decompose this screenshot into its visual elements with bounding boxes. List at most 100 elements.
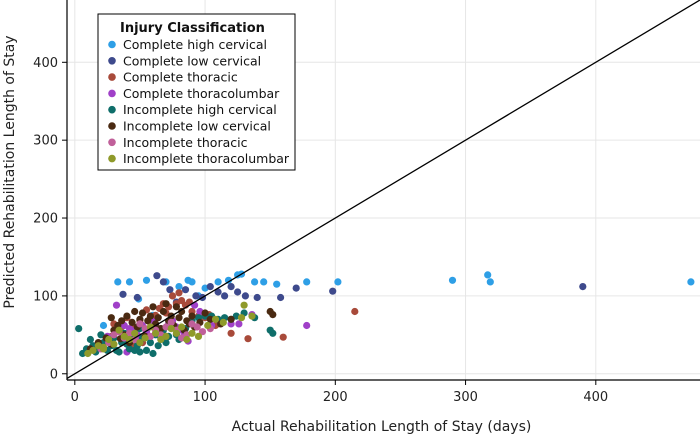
point-s7-27 — [248, 312, 256, 320]
point-s4-31 — [162, 339, 170, 347]
point-s0-3 — [142, 276, 151, 284]
point-s7-24 — [219, 318, 227, 326]
point-s3-1 — [112, 301, 121, 309]
point-s7-20 — [188, 329, 196, 337]
point-s5-8 — [123, 312, 131, 320]
point-s7-8 — [125, 335, 134, 344]
y-tick-label-100: 100 — [33, 289, 58, 304]
point-s5-39 — [227, 315, 235, 323]
point-s0-8 — [188, 278, 196, 286]
legend-marker-6 — [108, 138, 116, 147]
legend-marker-0 — [108, 40, 116, 49]
point-s1-15 — [277, 293, 285, 302]
legend-marker-1 — [108, 57, 116, 65]
point-s0-1 — [125, 278, 134, 286]
reference-line-y-equals-x — [66, 0, 700, 380]
point-s5-19 — [152, 320, 160, 328]
point-s1-4 — [166, 286, 174, 294]
point-s4-24 — [142, 346, 151, 354]
point-s4-14 — [115, 348, 123, 356]
point-s1-10 — [221, 292, 229, 300]
point-s0-16 — [260, 278, 268, 286]
point-s3-25 — [235, 320, 243, 328]
point-s0-24 — [99, 321, 108, 330]
point-s5-3 — [107, 314, 115, 322]
point-s2-28 — [244, 335, 252, 343]
point-s7-9 — [131, 329, 139, 337]
point-s1-11 — [227, 283, 235, 291]
point-s0-19 — [334, 278, 342, 286]
point-s7-18 — [178, 323, 186, 331]
point-s7-16 — [167, 325, 175, 333]
point-s6-18 — [193, 323, 201, 331]
point-s1-14 — [253, 293, 261, 302]
y-axis-ticks: 0 100 200 300 400 — [33, 56, 67, 382]
point-s7-7 — [120, 332, 128, 340]
x-tick-label-200: 200 — [323, 390, 348, 405]
point-s2-27 — [227, 329, 235, 337]
point-s0-20 — [448, 276, 457, 284]
y-tick-label-300: 300 — [33, 134, 58, 149]
point-s7-13 — [152, 329, 160, 337]
point-s1-0 — [119, 290, 127, 298]
legend-label-6: Incomplete thoracic — [123, 135, 248, 150]
point-s7-26 — [240, 301, 248, 309]
x-tick-label-0: 0 — [71, 390, 79, 405]
legend-label-3: Complete thoracolumbar — [123, 86, 280, 101]
point-s5-33 — [188, 312, 196, 320]
point-s6-19 — [198, 328, 207, 336]
point-s1-1 — [133, 293, 141, 302]
point-s4-8 — [97, 331, 105, 339]
point-s7-22 — [204, 321, 212, 330]
x-tick-label-400: 400 — [583, 390, 608, 405]
legend-marker-2 — [108, 73, 116, 81]
point-s0-11 — [214, 278, 222, 286]
point-s7-12 — [146, 323, 154, 331]
point-s7-5 — [110, 340, 118, 348]
legend-title: Injury Classification — [120, 21, 265, 36]
point-s7-11 — [141, 334, 149, 342]
legend-box — [97, 13, 296, 171]
point-s7-21 — [194, 332, 203, 340]
legend-label-5: Incomplete low cervical — [123, 119, 271, 134]
point-s0-21 — [484, 271, 492, 279]
legend-label-7: Incomplete thoracolumbar — [123, 151, 290, 166]
point-s6-7 — [136, 320, 144, 328]
x-tick-label-300: 300 — [453, 390, 478, 405]
point-s0-15 — [251, 278, 259, 286]
legend-label-0: Complete high cervical — [123, 37, 267, 52]
point-s4-4 — [86, 335, 94, 344]
point-s7-28 — [99, 345, 108, 353]
point-s5-23 — [162, 300, 170, 308]
point-s4-0 — [75, 325, 83, 333]
point-s5-36 — [201, 309, 209, 317]
point-s7-1 — [89, 346, 97, 354]
point-s1-3 — [159, 278, 167, 286]
point-s7-25 — [237, 314, 246, 322]
legend: Injury Classification Complete high cerv… — [97, 13, 296, 171]
point-s5-18 — [149, 303, 157, 311]
point-s1-6 — [192, 292, 200, 300]
point-s7-10 — [136, 339, 144, 347]
point-s0-18 — [303, 278, 311, 286]
point-s0-22 — [486, 278, 494, 286]
data-points — [75, 270, 695, 358]
point-s5-41 — [269, 311, 277, 319]
point-s7-19 — [183, 335, 191, 344]
point-s6-13 — [167, 318, 175, 326]
point-s7-15 — [162, 332, 170, 340]
x-tick-label-100: 100 — [193, 390, 218, 405]
x-axis-label: Actual Rehabilitation Length of Stay (da… — [232, 419, 532, 435]
point-s2-17 — [175, 289, 183, 297]
point-s0-23 — [687, 278, 695, 286]
point-s5-22 — [159, 307, 167, 316]
point-s3-27 — [303, 321, 311, 330]
point-s7-0 — [84, 349, 92, 358]
legend-marker-4 — [108, 105, 116, 114]
point-s4-49 — [136, 348, 144, 356]
point-s5-37 — [206, 315, 214, 323]
point-s0-12 — [224, 276, 233, 284]
point-s5-28 — [175, 314, 183, 322]
point-s2-30 — [351, 307, 359, 316]
